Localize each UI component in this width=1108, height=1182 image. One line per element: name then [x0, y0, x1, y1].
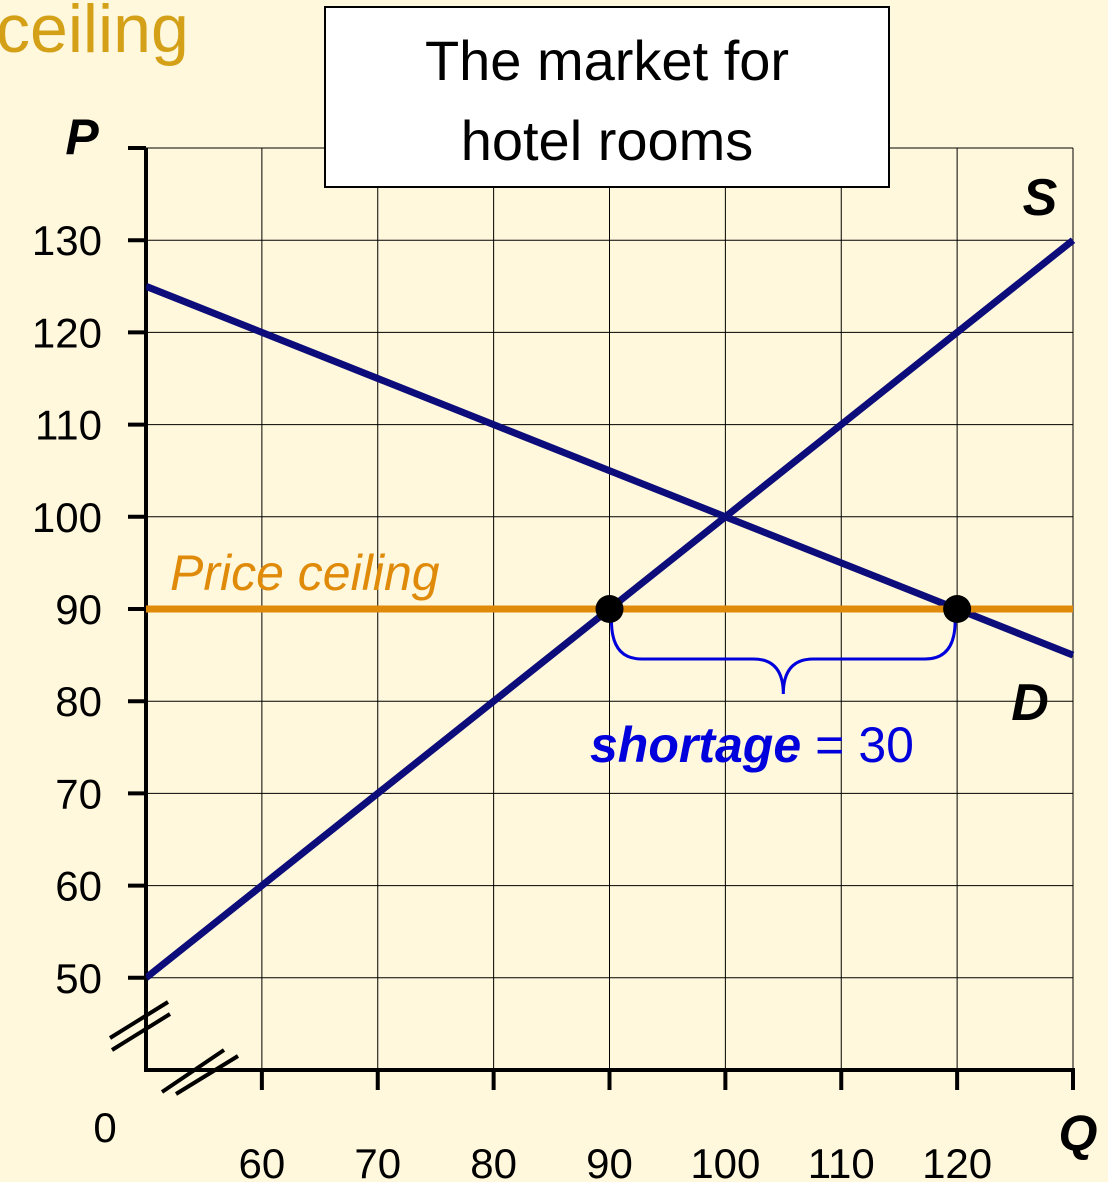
point [595, 595, 624, 623]
y-tick-label: 90 [55, 586, 102, 633]
y-tick-label: 110 [35, 402, 102, 449]
x-tick-label: 60 [239, 1140, 286, 1182]
y-tick-label: 130 [32, 217, 102, 264]
series-line [146, 283, 1075, 659]
x-tick-label: 70 [354, 1140, 401, 1182]
series-label: D [1011, 674, 1049, 732]
y-tick-label: 70 [55, 770, 102, 817]
chart-title: The market for [425, 29, 789, 92]
origin-label: 0 [93, 1104, 116, 1151]
x-tick-label: 100 [690, 1140, 760, 1182]
y-tick-label: 100 [32, 494, 102, 541]
axis-break [160, 1048, 226, 1094]
point [943, 595, 972, 623]
y-tick-label: 50 [55, 955, 102, 1002]
axis-break [174, 1054, 240, 1096]
shortage-sign: = [815, 717, 844, 773]
y-tick-label: 80 [55, 678, 102, 725]
x-axis-label: Q [1059, 1105, 1098, 1161]
title-box [324, 6, 890, 188]
series-label: S [1023, 169, 1058, 227]
y-tick-label: 60 [55, 863, 102, 910]
x-tick-label: 90 [586, 1140, 633, 1182]
x-tick-label: 110 [808, 1140, 875, 1182]
y-tick-label: 120 [32, 309, 102, 356]
x-tick-label: 80 [470, 1140, 517, 1182]
axis-break [110, 1012, 172, 1052]
x-tick-label: 120 [922, 1140, 992, 1182]
series-label: Price ceiling [170, 545, 440, 601]
shortage-word: shortage [590, 717, 801, 773]
axis-break [108, 1000, 170, 1040]
brace [610, 620, 957, 695]
shortage-value: 30 [858, 717, 914, 773]
y-axis-label: P [65, 109, 99, 165]
heading: ceiling [0, 0, 189, 67]
shortage-label: shortage = 30 [590, 717, 914, 773]
chart-title: hotel rooms [461, 109, 754, 172]
